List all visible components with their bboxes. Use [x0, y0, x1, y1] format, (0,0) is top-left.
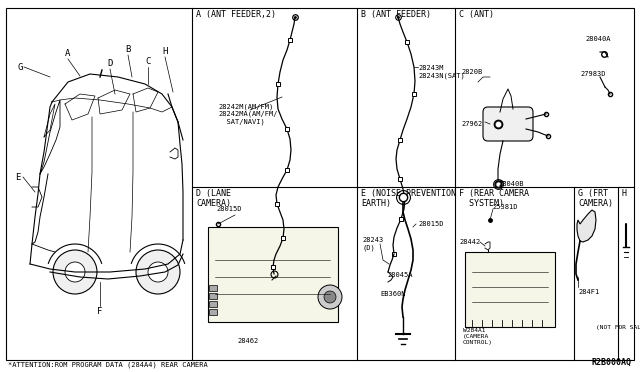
Text: 28040B: 28040B [498, 181, 524, 187]
Text: 28015D: 28015D [418, 221, 444, 227]
Circle shape [318, 285, 342, 309]
Text: D: D [108, 60, 113, 68]
Bar [209, 301, 217, 307]
Text: 25381D: 25381D [492, 204, 518, 210]
Text: *ATTENTION:ROM PROGRAM DATA (284A4) REAR CAMERA: *ATTENTION:ROM PROGRAM DATA (284A4) REAR… [8, 362, 208, 369]
Text: E: E [15, 173, 20, 182]
Text: 28040A: 28040A [585, 36, 611, 42]
Text: 27983D: 27983D [580, 71, 605, 77]
Bar [208, 227, 338, 322]
Text: G (FRT
CAMERA): G (FRT CAMERA) [578, 189, 613, 208]
Text: 28045A: 28045A [387, 272, 413, 278]
Text: B (ANT FEEDER): B (ANT FEEDER) [361, 10, 431, 19]
Circle shape [65, 262, 85, 282]
Text: 27962: 27962 [461, 121, 483, 127]
Text: A (ANT FEEDER,2): A (ANT FEEDER,2) [196, 10, 276, 19]
Text: H: H [622, 189, 627, 198]
Text: W284A1
(CAMERA
CONTROL): W284A1 (CAMERA CONTROL) [463, 328, 493, 344]
Circle shape [53, 250, 97, 294]
Text: F: F [97, 308, 102, 317]
Text: 284F1: 284F1 [578, 289, 599, 295]
Bar [209, 309, 217, 315]
Bar [465, 252, 555, 327]
Circle shape [136, 250, 180, 294]
Text: E (NOISE PREVENTION
EARTH): E (NOISE PREVENTION EARTH) [361, 189, 456, 208]
Text: 28015D: 28015D [216, 206, 241, 212]
Text: A: A [65, 49, 70, 58]
Text: (NOT FOR SALE): (NOT FOR SALE) [596, 324, 640, 330]
Bar [209, 285, 217, 291]
Polygon shape [577, 210, 596, 242]
Text: C (ANT): C (ANT) [459, 10, 494, 19]
Text: 28442: 28442 [459, 239, 480, 245]
Circle shape [324, 291, 336, 303]
Text: D (LANE
CAMERA): D (LANE CAMERA) [196, 189, 231, 208]
Text: R2B000AQ: R2B000AQ [592, 358, 632, 367]
Text: G: G [17, 62, 22, 71]
FancyBboxPatch shape [483, 107, 533, 141]
Text: H: H [163, 48, 168, 57]
Text: 28243M
28243N(SAT): 28243M 28243N(SAT) [418, 65, 465, 79]
Text: 28462: 28462 [237, 338, 259, 344]
Bar [209, 293, 217, 299]
Text: 28243
(D): 28243 (D) [362, 237, 383, 251]
Text: 28242M(AM/FM)
28242MA(AM/FM/
  SAT/NAVI): 28242M(AM/FM) 28242MA(AM/FM/ SAT/NAVI) [218, 103, 278, 125]
Text: 2820B: 2820B [461, 69, 483, 75]
Text: C: C [145, 58, 150, 67]
Circle shape [148, 262, 168, 282]
Text: EB360N: EB360N [380, 291, 406, 297]
Text: B: B [125, 45, 131, 55]
Text: F (REAR CAMERA
  SYSTEM): F (REAR CAMERA SYSTEM) [459, 189, 529, 208]
